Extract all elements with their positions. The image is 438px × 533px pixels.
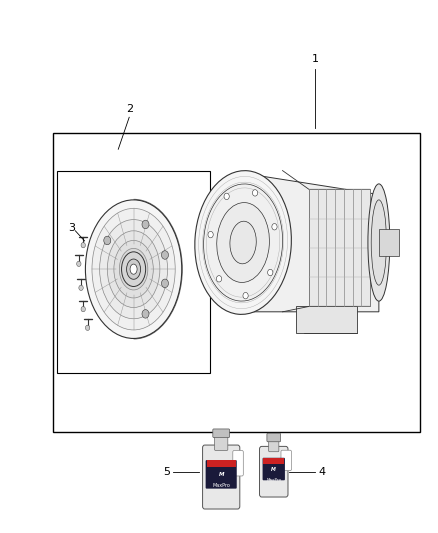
Ellipse shape xyxy=(195,171,291,314)
Text: M: M xyxy=(271,466,276,472)
Text: 3: 3 xyxy=(68,223,75,232)
Text: 1: 1 xyxy=(312,54,319,63)
Circle shape xyxy=(142,220,149,229)
FancyBboxPatch shape xyxy=(233,450,244,476)
Ellipse shape xyxy=(107,231,160,308)
Circle shape xyxy=(268,269,273,276)
Ellipse shape xyxy=(85,200,182,338)
Polygon shape xyxy=(243,173,379,312)
Circle shape xyxy=(252,190,258,196)
FancyBboxPatch shape xyxy=(234,453,242,473)
Ellipse shape xyxy=(114,240,153,298)
Circle shape xyxy=(81,306,85,312)
Ellipse shape xyxy=(119,248,148,290)
FancyBboxPatch shape xyxy=(283,453,290,468)
Text: MaxPro: MaxPro xyxy=(212,482,230,488)
Bar xyxy=(309,189,370,306)
Circle shape xyxy=(104,236,111,245)
FancyBboxPatch shape xyxy=(213,429,230,438)
FancyBboxPatch shape xyxy=(215,435,228,450)
Circle shape xyxy=(142,310,149,318)
FancyBboxPatch shape xyxy=(263,458,285,480)
Text: 4: 4 xyxy=(318,467,325,477)
Circle shape xyxy=(162,251,169,259)
Circle shape xyxy=(79,285,83,290)
Bar xyxy=(379,229,399,256)
Circle shape xyxy=(162,279,169,288)
Ellipse shape xyxy=(125,256,142,282)
FancyBboxPatch shape xyxy=(268,440,279,452)
Circle shape xyxy=(272,223,277,230)
Circle shape xyxy=(224,193,229,199)
Ellipse shape xyxy=(217,203,269,282)
Text: MaxPro: MaxPro xyxy=(266,478,281,482)
Text: M: M xyxy=(219,472,224,477)
Bar xyxy=(296,306,357,333)
Bar xyxy=(207,460,236,466)
Circle shape xyxy=(208,231,213,238)
Bar xyxy=(263,458,284,464)
Ellipse shape xyxy=(204,184,283,301)
Ellipse shape xyxy=(371,200,387,285)
Circle shape xyxy=(243,293,248,299)
Ellipse shape xyxy=(100,220,167,319)
Ellipse shape xyxy=(230,221,256,264)
FancyBboxPatch shape xyxy=(202,445,240,509)
Ellipse shape xyxy=(92,208,175,330)
Bar xyxy=(53,133,420,432)
Circle shape xyxy=(216,276,222,282)
FancyBboxPatch shape xyxy=(259,447,288,497)
Ellipse shape xyxy=(130,264,137,274)
Circle shape xyxy=(85,325,90,330)
Circle shape xyxy=(81,243,85,248)
FancyBboxPatch shape xyxy=(206,460,237,489)
FancyBboxPatch shape xyxy=(281,450,291,471)
Ellipse shape xyxy=(127,259,141,279)
Bar xyxy=(57,171,210,373)
FancyBboxPatch shape xyxy=(267,433,281,442)
Ellipse shape xyxy=(368,184,390,301)
Circle shape xyxy=(77,261,81,266)
Ellipse shape xyxy=(121,252,145,287)
Text: 2: 2 xyxy=(126,104,133,114)
Text: 5: 5 xyxy=(163,467,170,477)
